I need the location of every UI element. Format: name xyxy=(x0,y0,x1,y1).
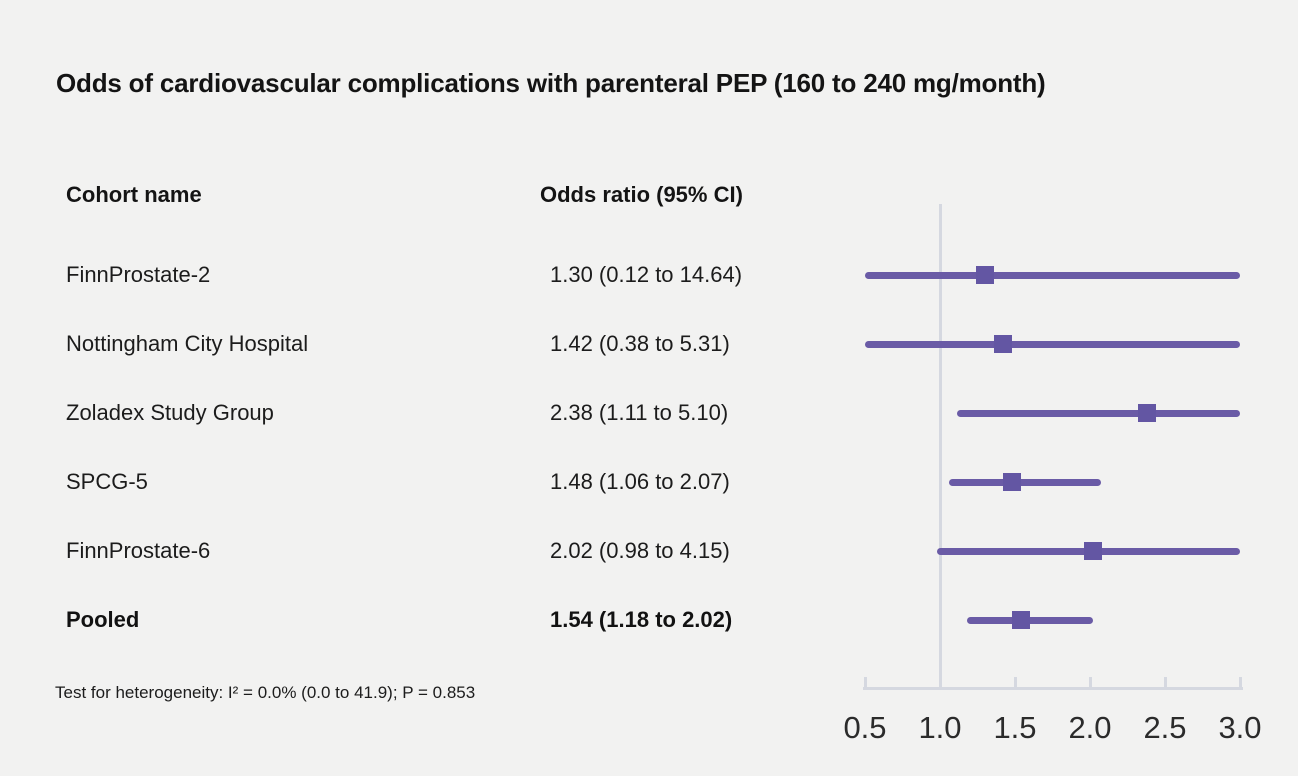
point-estimate-marker xyxy=(1012,611,1030,629)
x-axis-tick-label: 3.0 xyxy=(1218,710,1262,745)
odds-ratio-value: 1.42 (0.38 to 5.31) xyxy=(550,331,730,356)
page-title: Odds of cardiovascular complications wit… xyxy=(56,68,1046,98)
reference-line-or-1 xyxy=(938,204,942,690)
column-header-odds-ratio: Odds ratio (95% CI) xyxy=(540,182,743,207)
x-axis-tick xyxy=(1163,677,1167,687)
point-estimate-marker xyxy=(1003,473,1021,491)
confidence-interval-line xyxy=(956,409,1240,417)
heterogeneity-note: Test for heterogeneity: I² = 0.0% (0.0 t… xyxy=(55,683,476,702)
x-axis-tick xyxy=(863,677,867,687)
cohort-name: Zoladex Study Group xyxy=(66,400,274,425)
x-axis-tick-label: 2.0 xyxy=(1068,710,1112,745)
odds-ratio-value: 2.02 (0.98 to 4.15) xyxy=(550,538,730,563)
cohort-name: Pooled xyxy=(66,607,140,632)
point-estimate-marker xyxy=(994,335,1012,353)
x-axis-tick-label: 2.5 xyxy=(1143,710,1187,745)
x-axis-tick-label: 1.0 xyxy=(918,710,962,745)
point-estimate-marker xyxy=(976,266,994,284)
confidence-interval-line xyxy=(949,478,1101,486)
x-axis-tick xyxy=(1013,677,1017,687)
x-axis-tick xyxy=(1238,677,1242,687)
odds-ratio-value: 1.48 (1.06 to 2.07) xyxy=(550,469,730,494)
cohort-name: FinnProstate-6 xyxy=(66,538,211,563)
cohort-name: SPCG-5 xyxy=(66,469,148,494)
x-axis-tick-label: 0.5 xyxy=(843,710,887,745)
cohort-name: Nottingham City Hospital xyxy=(66,331,309,356)
x-axis-tick xyxy=(1088,677,1092,687)
x-axis-tick-label: 1.5 xyxy=(993,710,1037,745)
point-estimate-marker xyxy=(1084,542,1102,560)
odds-ratio-value: 1.54 (1.18 to 2.02) xyxy=(550,607,733,632)
x-axis-line xyxy=(863,687,1243,690)
x-axis-tick xyxy=(938,677,942,687)
confidence-interval-line xyxy=(865,340,1240,348)
odds-ratio-value: 1.30 (0.12 to 14.64) xyxy=(550,262,743,287)
point-estimate-marker xyxy=(1138,404,1156,422)
confidence-interval-line xyxy=(967,616,1093,624)
confidence-interval-line xyxy=(865,271,1240,279)
odds-ratio-value: 2.38 (1.11 to 5.10) xyxy=(550,400,729,425)
cohort-name: FinnProstate-2 xyxy=(66,262,211,287)
column-header-cohort: Cohort name xyxy=(66,182,202,207)
